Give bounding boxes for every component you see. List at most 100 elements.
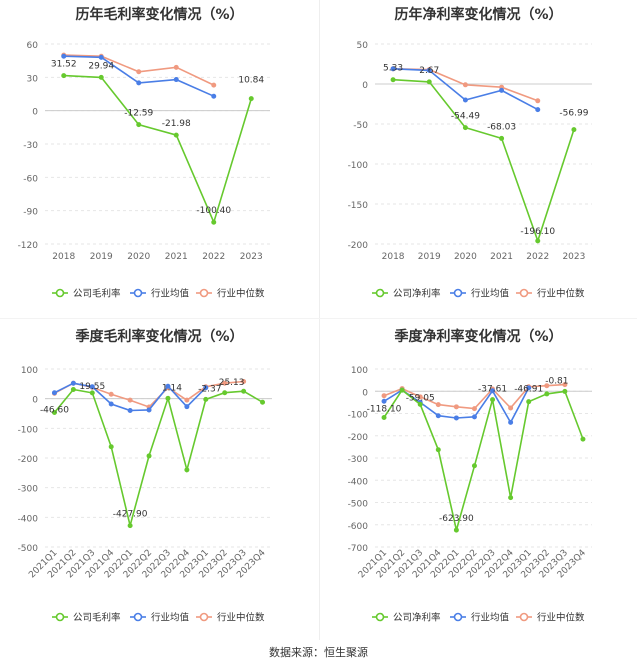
company-point [136, 122, 142, 128]
legend-marker-industry-median [519, 288, 529, 298]
x-tick-label: 2021 [490, 252, 513, 262]
company-point [89, 390, 95, 396]
industry-avg-point [390, 66, 396, 72]
industry-avg-point [426, 67, 432, 73]
y-tick-label: 0 [32, 108, 38, 118]
industry-median-point [544, 383, 550, 389]
industry-median-point [222, 380, 228, 386]
data-label: -427.90 [113, 510, 148, 520]
company-point [222, 390, 228, 396]
company-point [471, 463, 477, 469]
company-point [203, 396, 209, 402]
y-tick-label: 50 [357, 41, 369, 51]
industry-median-point [435, 402, 441, 408]
industry-median-point [173, 64, 179, 70]
data-label: 29.94 [88, 61, 114, 71]
legend-marker-company [375, 612, 385, 622]
x-tick-label: 2023 [240, 252, 263, 262]
quarterly-net-margin-panel: 季度净利率变化情况（%） 100 0 -100 -200 -300 -400 -500 -60… [320, 320, 637, 640]
legend-label-industry-median: 行业中位数 [217, 288, 265, 300]
vertical-divider [319, 0, 320, 640]
y-tick-label: 0 [32, 396, 38, 406]
x-tick-label: 2022 [526, 252, 549, 262]
company-point [580, 436, 586, 442]
y-tick-label: -200 [348, 241, 369, 251]
chart-title: 季度毛利率变化情况（%） [75, 329, 244, 345]
data-label: -37.61 [478, 385, 507, 395]
data-source-label: 数据来源：恒生聚源 [269, 646, 368, 659]
industry-avg-point [127, 408, 133, 414]
company-point [490, 397, 496, 403]
company-point [165, 395, 171, 401]
legend-label-industry-median: 行业中位数 [537, 612, 585, 624]
company-point [381, 415, 387, 421]
y-tick-label: -600 [348, 522, 369, 532]
chart-title: 历年毛利率变化情况（%） [75, 7, 244, 23]
company-point [98, 74, 104, 80]
data-label: -59.05 [406, 393, 435, 403]
y-tick-label: -200 [348, 433, 369, 443]
y-tick-label: -300 [348, 455, 369, 465]
y-tick-label: -150 [348, 201, 369, 211]
x-tick-label: 2019 [418, 252, 441, 262]
data-label: -623.90 [439, 514, 474, 524]
legend-label-company: 公司毛利率 [73, 288, 121, 300]
y-tick-label: -500 [18, 544, 39, 554]
legend-label-industry-avg: 行业均值 [151, 288, 190, 300]
industry-avg-point [508, 419, 514, 425]
company-point [108, 444, 114, 450]
industry-median-point [562, 382, 568, 388]
legend-marker-company [55, 612, 65, 622]
industry-median-point [535, 98, 541, 104]
company-point [184, 467, 190, 473]
series-line-company [53, 388, 263, 526]
legend-label-industry-avg: 行业均值 [471, 612, 510, 624]
data-label: -100.40 [196, 206, 231, 216]
legend-marker-industry-avg [453, 612, 463, 622]
industry-avg-point [89, 384, 95, 390]
series-line-company [383, 388, 584, 531]
y-tick-label: -50 [353, 121, 368, 131]
y-tick-label: -120 [18, 241, 39, 251]
legend-label-industry-avg: 行业均值 [151, 612, 190, 624]
data-label: -46.91 [514, 385, 543, 395]
chart-title: 历年净利率变化情况（%） [394, 7, 563, 23]
x-tick-label: 2019 [90, 252, 113, 262]
y-tick-label: -500 [348, 500, 369, 510]
company-point [571, 127, 577, 133]
y-tick-label: -100 [18, 425, 39, 435]
x-tick-label: 2020 [454, 252, 477, 262]
x-tick-label: 2022 [202, 252, 225, 262]
y-tick-label: -100 [348, 411, 369, 421]
y-tick-label: -400 [18, 514, 39, 524]
legend-marker-company [375, 288, 385, 298]
y-tick-label: 30 [27, 74, 39, 84]
legend-label-industry-median: 行业中位数 [537, 288, 585, 300]
company-point [453, 527, 459, 533]
industry-avg-point [136, 80, 142, 86]
company-point [562, 388, 568, 394]
y-tick-label: -100 [348, 161, 369, 171]
horizontal-divider [0, 318, 637, 319]
legend-label-company: 公司净利率 [393, 612, 441, 624]
quarterly-net-margin-chart: 1000-100-200-300-400-500-600-7002021Q120… [348, 366, 592, 624]
quarterly-gross-margin-chart: 1000-100-200-300-400-5002021Q12021Q22021… [18, 366, 272, 624]
company-point [248, 96, 254, 102]
y-tick-label: 100 [21, 366, 38, 376]
industry-avg-point [526, 385, 532, 391]
industry-median-point [453, 404, 459, 410]
industry-median-point [471, 406, 477, 412]
legend-label-industry-avg: 行业均值 [471, 288, 510, 300]
y-tick-label: 60 [27, 41, 39, 51]
industry-avg-point [70, 380, 76, 386]
data-label: 5.33 [383, 64, 403, 74]
annual-net-margin-panel: 历年净利率变化情况（%） 50 0 -50 -100 -150 -200 2018 2019 2… [320, 0, 637, 318]
company-point [241, 388, 247, 394]
data-label: -46.60 [40, 405, 69, 415]
industry-avg-point [211, 93, 217, 99]
legend-marker-industry-median [199, 612, 209, 622]
industry-avg-point [471, 414, 477, 420]
company-point [435, 447, 441, 453]
industry-avg-point [146, 407, 152, 413]
company-point [51, 409, 57, 415]
